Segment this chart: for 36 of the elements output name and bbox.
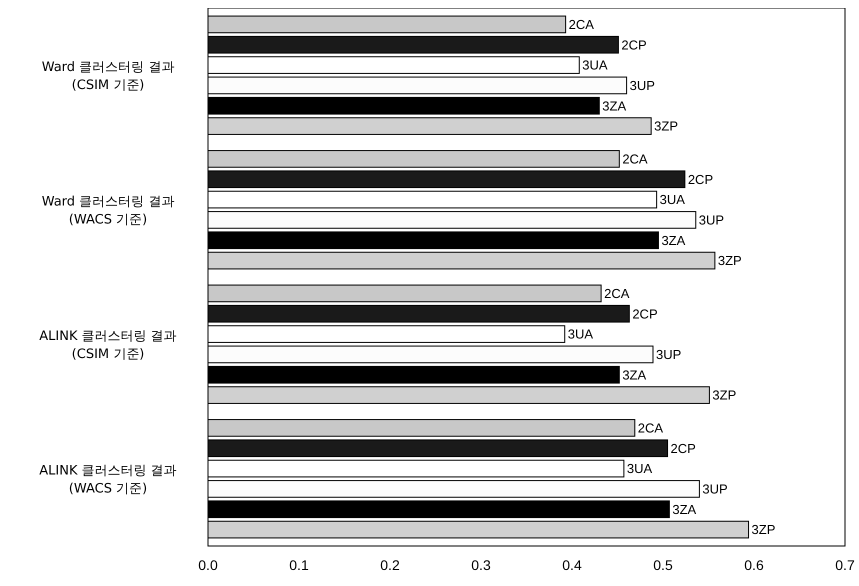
text: 3ZA [672, 502, 696, 517]
text: 3UP [702, 481, 728, 496]
series-label: 2CA [568, 16, 594, 32]
text: 3ZA [661, 232, 686, 248]
text: 3UP [698, 212, 724, 228]
series-label: 3UP [630, 78, 655, 93]
x-tick-label: 0.2 [380, 557, 400, 573]
x-tick-label: 0.5 [653, 557, 673, 573]
text: 3UA [660, 192, 685, 208]
text: 3UA [568, 326, 594, 342]
y-tick-label: Ward 클러스터링 결과 (CSIM 기준) [42, 60, 174, 93]
text: 2CP [688, 172, 714, 187]
text: 3ZP [752, 522, 776, 538]
text: 2CP [670, 440, 696, 456]
text: 3ZP [718, 253, 742, 268]
text: 2CA [638, 420, 664, 436]
text: 2CA [604, 286, 630, 301]
y-tick-label: ALINK 클러스터링 결과 (CSIM 기준) [39, 328, 177, 362]
series-label: 3ZA [602, 98, 626, 114]
text: 2CP [632, 306, 658, 322]
x-tick-label: 0.6 [744, 557, 764, 573]
text: 3UP [656, 346, 682, 362]
text: 0.0 [198, 557, 218, 573]
x-tick-label: 0.4 [562, 557, 582, 573]
series-label: 3UA [582, 58, 608, 73]
series-label: 2CP [621, 37, 647, 52]
text: 2CA [622, 151, 648, 166]
x-tick-label: 0.1 [289, 557, 309, 573]
y-tick-label: Ward 클러스터링 결과 (WACS 기준) [42, 194, 174, 228]
text: 3ZP [712, 388, 736, 403]
x-tick-label: 0.7 [835, 557, 855, 573]
x-tick-label: 0.3 [471, 557, 491, 573]
series-label: 3ZP [654, 118, 678, 134]
text: 3ZA [622, 367, 646, 382]
text: 3UA [626, 461, 652, 476]
y-tick-label: ALINK 클러스터링 결과 (WACS 기준) [39, 463, 177, 496]
